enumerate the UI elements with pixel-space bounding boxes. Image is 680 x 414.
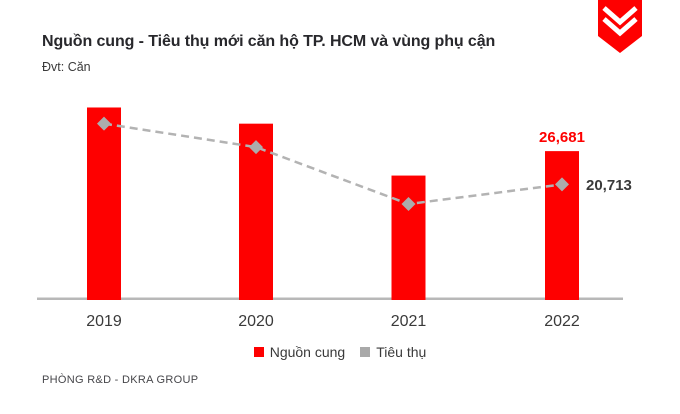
chart-title: Nguồn cung - Tiêu thụ mới căn hộ TP. HCM… <box>42 33 496 50</box>
legend-item-supply: Nguồn cung <box>253 344 346 360</box>
legend-label-consumption: Tiêu thụ <box>376 344 427 360</box>
x-tick-label-2019: 2019 <box>86 313 122 330</box>
diamond-marker-2022 <box>555 177 569 192</box>
dkra-shield-logo-icon <box>598 0 642 53</box>
chart-legend: Nguồn cung Tiêu thụ <box>0 344 680 360</box>
consumption-value-label: 20,713 <box>586 177 632 194</box>
legend-item-consumption: Tiêu thụ <box>360 344 426 360</box>
supply-consumption-combo-chart: 26,681 20,713 2019 2020 2021 2022 <box>37 107 632 330</box>
source-credit: PHÒNG R&D - DKRA GROUP <box>42 374 199 386</box>
unit-label: Đvt: Căn <box>42 60 91 74</box>
legend-label-supply: Nguồn cung <box>269 344 346 360</box>
supply-value-label: 26,681 <box>539 129 585 146</box>
diamond-marker-2019 <box>97 116 111 131</box>
bar-2022 <box>545 151 579 300</box>
x-tick-label-2021: 2021 <box>391 313 427 330</box>
x-axis-line <box>37 297 623 300</box>
supply-swatch-icon <box>253 347 264 357</box>
diamond-marker-2020 <box>249 140 263 155</box>
x-tick-label-2022: 2022 <box>544 313 580 330</box>
bar-2021 <box>391 175 426 300</box>
bar-2019 <box>87 107 121 300</box>
consumption-dashed-line <box>103 122 563 206</box>
x-tick-label-2020: 2020 <box>238 313 274 330</box>
diamond-marker-2021 <box>401 197 416 212</box>
consumption-swatch-icon <box>360 347 371 357</box>
